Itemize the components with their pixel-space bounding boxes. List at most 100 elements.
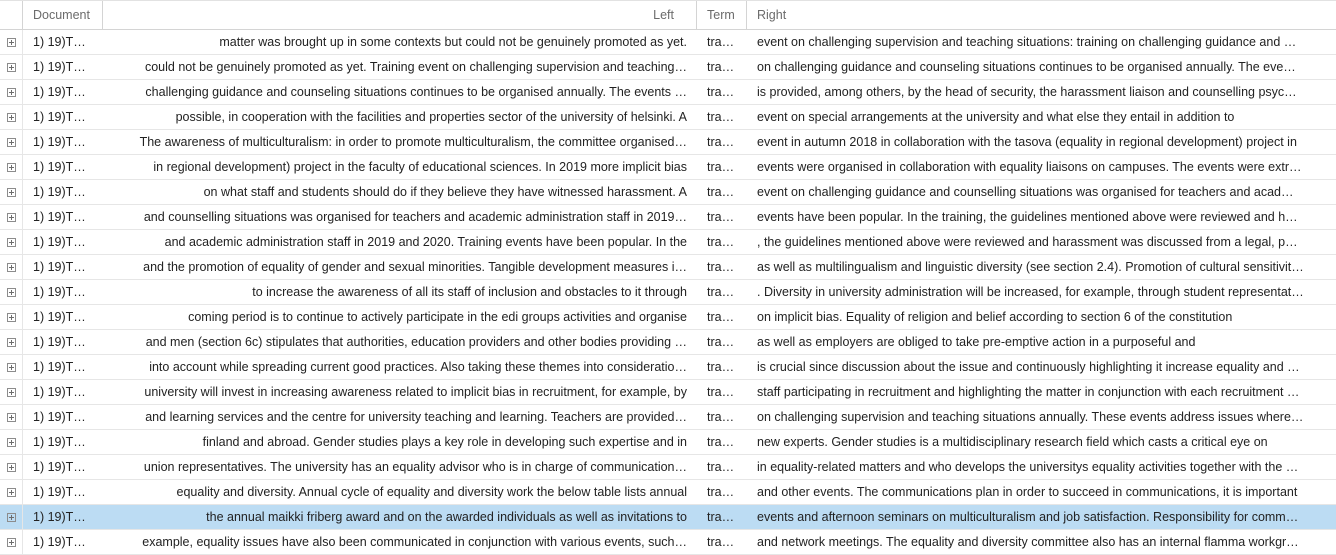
right-context-cell: and network meetings. The equality and d…: [757, 535, 1299, 549]
table-row[interactable]: 1) 19)T… possible, in cooperation with th…: [0, 105, 1336, 130]
row-expand-cell: [0, 430, 23, 454]
term-cell: tra…: [707, 60, 735, 74]
table-row[interactable]: 1) 19)T… The awareness of multiculturalis…: [0, 130, 1336, 155]
table-row[interactable]: 1) 19)T… on what staff and students shoul…: [0, 180, 1336, 205]
term-cell: tra…: [707, 510, 735, 524]
expand-plus-icon[interactable]: [6, 87, 16, 97]
table-row[interactable]: 1) 19)T… challenging guidance and counsel…: [0, 80, 1336, 105]
document-cell: 1) 19)T…: [33, 285, 86, 299]
left-context-cell: to increase the awareness of all its sta…: [252, 285, 687, 299]
document-cell: 1) 19)T…: [33, 35, 86, 49]
expand-plus-icon[interactable]: [6, 262, 16, 272]
right-context-cell: events and afternoon seminars on multicu…: [757, 510, 1299, 524]
row-expand-cell: [0, 530, 23, 554]
term-cell: tra…: [707, 135, 735, 149]
document-cell: 1) 19)T…: [33, 135, 86, 149]
row-expand-cell: [0, 80, 23, 104]
table-row[interactable]: 1) 19)T… in regional development) project…: [0, 155, 1336, 180]
expand-plus-icon[interactable]: [6, 237, 16, 247]
term-cell: tra…: [707, 535, 735, 549]
table-row[interactable]: 1) 19)T… the annual maikki friberg award …: [0, 505, 1336, 530]
table-row[interactable]: 1) 19)T… coming period is to continue to …: [0, 305, 1336, 330]
expand-plus-icon[interactable]: [6, 62, 16, 72]
document-column-header[interactable]: Document: [23, 1, 103, 29]
left-context-cell: and academic administration staff in 201…: [164, 235, 687, 249]
term-cell: tra…: [707, 260, 735, 274]
expand-plus-icon[interactable]: [6, 412, 16, 422]
expand-plus-icon[interactable]: [6, 362, 16, 372]
row-expand-cell: [0, 405, 23, 429]
row-expand-cell: [0, 355, 23, 379]
right-context-cell: as well as employers are obliged to take…: [757, 335, 1196, 349]
document-cell: 1) 19)T…: [33, 260, 86, 274]
row-expand-cell: [0, 305, 23, 329]
document-cell: 1) 19)T…: [33, 460, 86, 474]
left-context-cell: The awareness of multiculturalism: in or…: [139, 135, 687, 149]
right-context-cell: staff participating in recruitment and h…: [757, 385, 1300, 399]
left-context-cell: matter was brought up in some contexts b…: [219, 35, 687, 49]
term-cell: tra…: [707, 110, 735, 124]
row-expand-cell: [0, 105, 23, 129]
right-column-header[interactable]: Right: [757, 8, 787, 22]
term-cell: tra…: [707, 310, 735, 324]
table-row[interactable]: 1) 19)T… union representatives. The unive…: [0, 455, 1336, 480]
term-cell: tra…: [707, 160, 735, 174]
document-cell: 1) 19)T…: [33, 410, 86, 424]
term-cell: tra…: [707, 335, 735, 349]
document-cell: 1) 19)T…: [33, 85, 86, 99]
left-context-cell: on what staff and students should do if …: [203, 185, 687, 199]
table-row[interactable]: 1) 19)T… and the promotion of equality of…: [0, 255, 1336, 280]
expand-plus-icon[interactable]: [6, 337, 16, 347]
table-row[interactable]: 1) 19)T… into account while spreading cur…: [0, 355, 1336, 380]
expand-plus-icon[interactable]: [6, 137, 16, 147]
row-expand-cell: [0, 180, 23, 204]
left-context-cell: into account while spreading current goo…: [149, 360, 687, 374]
expand-plus-icon[interactable]: [6, 437, 16, 447]
expand-plus-icon[interactable]: [6, 537, 16, 547]
term-cell: tra…: [707, 185, 735, 199]
row-expand-cell: [0, 255, 23, 279]
table-row[interactable]: 1) 19)T… and counselling situations was o…: [0, 205, 1336, 230]
document-cell: 1) 19)T…: [33, 435, 86, 449]
row-expand-cell: [0, 30, 23, 54]
expand-plus-icon[interactable]: [6, 112, 16, 122]
document-cell: 1) 19)T…: [33, 510, 86, 524]
row-expand-cell: [0, 330, 23, 354]
table-row[interactable]: 1) 19)T… to increase the awareness of all…: [0, 280, 1336, 305]
table-row[interactable]: 1) 19)T… finland and abroad. Gender studi…: [0, 430, 1336, 455]
row-expand-cell: [0, 155, 23, 179]
table-row[interactable]: 1) 19)T… example, equality issues have al…: [0, 530, 1336, 555]
left-column-header[interactable]: Left: [103, 1, 697, 29]
document-cell: 1) 19)T…: [33, 160, 86, 174]
right-context-cell: events have been popular. In the trainin…: [757, 210, 1298, 224]
expand-plus-icon[interactable]: [6, 312, 16, 322]
term-cell: tra…: [707, 485, 735, 499]
expand-plus-icon[interactable]: [6, 287, 16, 297]
table-row[interactable]: 1) 19)T… university will invest in increa…: [0, 380, 1336, 405]
table-row[interactable]: 1) 19)T… equality and diversity. Annual c…: [0, 480, 1336, 505]
row-expand-cell: [0, 480, 23, 504]
expand-plus-icon[interactable]: [6, 212, 16, 222]
row-expand-cell: [0, 280, 23, 304]
term-cell: tra…: [707, 385, 735, 399]
right-context-cell: event on special arrangements at the uni…: [757, 110, 1235, 124]
document-cell: 1) 19)T…: [33, 385, 86, 399]
table-row[interactable]: 1) 19)T… and learning services and the ce…: [0, 405, 1336, 430]
document-cell: 1) 19)T…: [33, 185, 86, 199]
document-cell: 1) 19)T…: [33, 310, 86, 324]
table-header: Document Left Term Right: [0, 0, 1336, 30]
table-row[interactable]: 1) 19)T… matter was brought up in some co…: [0, 30, 1336, 55]
expand-plus-icon[interactable]: [6, 387, 16, 397]
expand-plus-icon[interactable]: [6, 162, 16, 172]
term-column-header[interactable]: Term: [697, 1, 747, 29]
document-cell: 1) 19)T…: [33, 335, 86, 349]
expand-plus-icon[interactable]: [6, 462, 16, 472]
expand-plus-icon[interactable]: [6, 187, 16, 197]
expand-plus-icon[interactable]: [6, 37, 16, 47]
table-row[interactable]: 1) 19)T… and academic administration staf…: [0, 230, 1336, 255]
table-row[interactable]: 1) 19)T… could not be genuinely promoted …: [0, 55, 1336, 80]
expand-plus-icon[interactable]: [6, 512, 16, 522]
expand-plus-icon[interactable]: [6, 487, 16, 497]
table-row[interactable]: 1) 19)T… and men (section 6c) stipulates …: [0, 330, 1336, 355]
